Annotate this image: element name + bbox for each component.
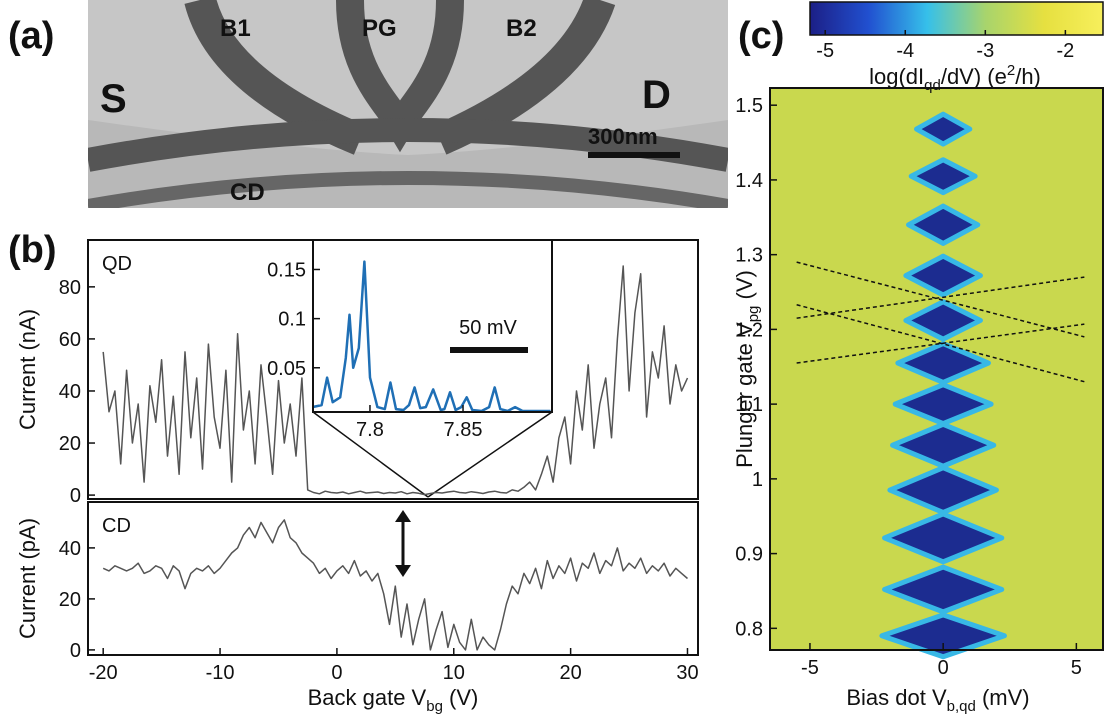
guide-line xyxy=(796,261,1085,338)
image-label: CD xyxy=(230,179,265,206)
y-tick-label: 0.05 xyxy=(267,358,306,380)
colorbar-label-part: log(dI xyxy=(869,64,924,89)
scale-label: 50 mV xyxy=(459,317,517,339)
diamond xyxy=(887,465,999,515)
y-tick-label: 0.8 xyxy=(735,618,763,640)
colorbar-label-part: /h) xyxy=(1015,64,1041,89)
panel-annotation: QD xyxy=(102,253,132,275)
x-axis-label-part: b,qd xyxy=(947,698,976,715)
image-label: PG xyxy=(362,15,397,42)
scale-label: 300nm xyxy=(588,124,658,149)
diamond xyxy=(903,299,983,342)
colorbar xyxy=(809,1,1104,36)
y-tick-label: 0.9 xyxy=(735,544,763,566)
y-tick-label: 40 xyxy=(59,538,81,560)
y-tick-label: 0.15 xyxy=(267,259,306,281)
x-tick-label: -5 xyxy=(801,657,819,679)
data-line xyxy=(102,265,689,496)
x-tick-label: 0 xyxy=(938,657,949,679)
colorbar-tick-label: -5 xyxy=(816,40,834,62)
y-tick-label: 1.3 xyxy=(735,245,763,267)
image-label: B1 xyxy=(220,15,251,42)
y-tick-label: 60 xyxy=(59,329,81,351)
y-tick-label: 1.4 xyxy=(735,170,763,192)
data-line xyxy=(102,519,688,651)
x-tick-label: 30 xyxy=(676,662,698,684)
heatmap xyxy=(770,88,1103,660)
x-tick-label: 20 xyxy=(559,662,581,684)
y-axis-label-part: (V) xyxy=(732,270,757,305)
colorbar-tick-label: -2 xyxy=(1056,40,1074,62)
x-tick-label: 10 xyxy=(443,662,465,684)
diamond xyxy=(882,564,1005,615)
diamond xyxy=(895,341,991,385)
y-tick-label: 0 xyxy=(70,485,81,507)
x-tick-label: -10 xyxy=(206,662,235,684)
x-tick-label: 0 xyxy=(331,662,342,684)
x-axis-label: Bias dot Vb,qd (mV) xyxy=(846,685,1029,715)
colorbar-label-part: 2 xyxy=(1007,62,1015,79)
y-axis-label-part: Current (nA) xyxy=(15,309,40,430)
y-tick-label: 1.5 xyxy=(735,95,763,117)
image-label: S xyxy=(100,77,127,121)
x-axis-label-part: (V) xyxy=(443,685,478,710)
x-tick-label: 5 xyxy=(1071,657,1082,679)
plot-frame xyxy=(87,501,699,656)
panel-label: (c) xyxy=(738,15,784,57)
colorbar-label-part: qd xyxy=(924,77,941,94)
diamond xyxy=(908,157,978,196)
diamond xyxy=(882,511,1005,565)
y-tick-label: 0 xyxy=(70,640,81,662)
x-axis-label: Back gate Vbg (V) xyxy=(308,685,479,715)
y-tick-label: 20 xyxy=(59,589,81,611)
x-axis-label-part: (mV) xyxy=(976,685,1030,710)
y-axis-label-part: pg xyxy=(745,306,762,323)
plot-frame xyxy=(312,239,553,413)
arrow xyxy=(395,510,411,577)
y-axis-label: Plunger gate Vpg (V) xyxy=(732,270,762,468)
x-tick-label: -20 xyxy=(89,662,118,684)
x-axis-label-part: Back gate V xyxy=(308,685,427,710)
guide-line xyxy=(796,304,1085,383)
y-tick-label: 1.2 xyxy=(735,319,763,341)
colorbar-label-part: /dV) (e xyxy=(941,64,1007,89)
x-axis-label-part: bg xyxy=(426,698,443,715)
panel-label: (b) xyxy=(8,229,57,271)
guide-line xyxy=(796,323,1085,364)
y-tick-label: 1.1 xyxy=(735,394,763,416)
image-label: D xyxy=(642,73,671,117)
y-axis-label: Current (nA) xyxy=(15,309,40,430)
scale-bar xyxy=(450,347,528,353)
diamond xyxy=(903,253,983,298)
y-axis-label-part: Current (pA) xyxy=(15,518,40,639)
colorbar-tick-label: -4 xyxy=(896,40,914,62)
data-line xyxy=(312,260,551,413)
zoom-lines xyxy=(312,411,553,498)
plot-frame xyxy=(769,87,1104,651)
x-axis-label-part: Bias dot V xyxy=(846,685,947,710)
y-tick-label: 1 xyxy=(752,469,763,491)
x-tick-label: 7.8 xyxy=(356,419,384,441)
y-tick-label: 40 xyxy=(59,381,81,403)
colorbar-label: log(dIqd/dV) (e2/h) xyxy=(869,62,1041,94)
diamond xyxy=(914,111,973,147)
diamond xyxy=(890,421,997,469)
image-label: B2 xyxy=(506,15,537,42)
y-axis-label: Current (pA) xyxy=(15,518,40,639)
x-tick-label: 7.85 xyxy=(444,419,483,441)
colorbar-tick-label: -3 xyxy=(976,40,994,62)
y-tick-label: 80 xyxy=(59,277,81,299)
y-tick-label: 0.1 xyxy=(278,309,306,331)
sem-image xyxy=(88,0,728,208)
panel-annotation: CD xyxy=(102,515,131,537)
panel-label: (a) xyxy=(8,15,54,57)
diamond xyxy=(906,203,981,246)
y-axis-label-part: Plunger gate V xyxy=(732,322,757,468)
diamond xyxy=(892,382,994,427)
y-tick-label: 20 xyxy=(59,433,81,455)
